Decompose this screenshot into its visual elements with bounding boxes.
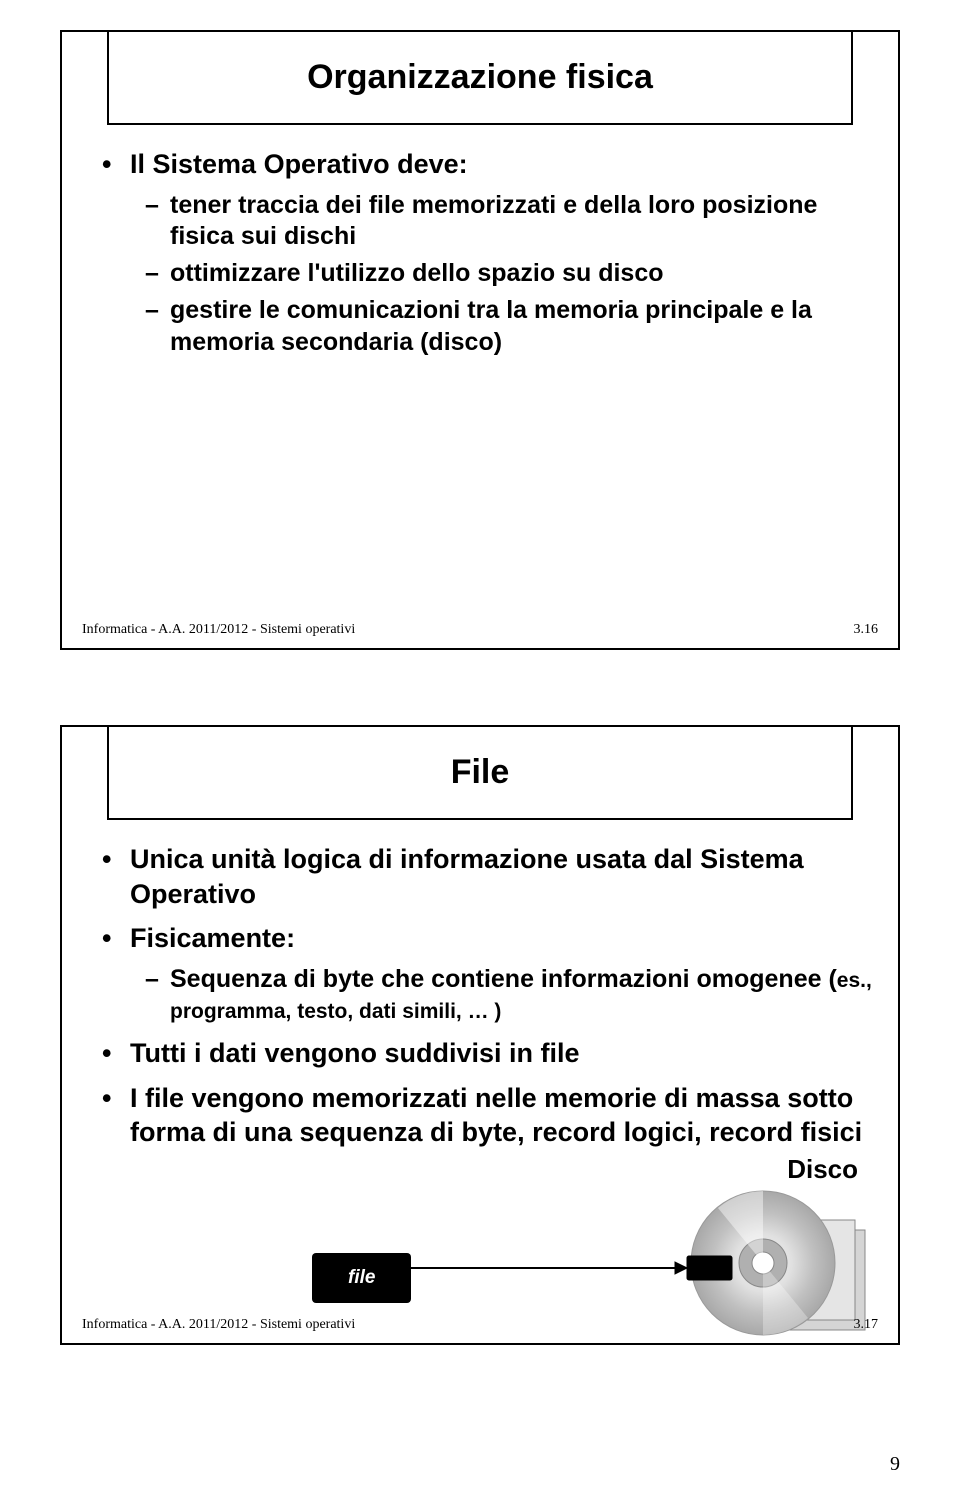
slide-1-content: Il Sistema Operativo deve: tener traccia… (102, 147, 873, 368)
sub-bullet-main: Sequenza di byte che contiene informazio… (170, 965, 837, 993)
sub-bullet-item: ottimizzare l'utilizzo dello spazio su d… (130, 258, 873, 289)
slide-1-bullets: Il Sistema Operativo deve: tener traccia… (102, 147, 873, 358)
sub-bullets: tener traccia dei file memorizzati e del… (130, 190, 873, 358)
sub-bullet-item: gestire le comunicazioni tra la memoria … (130, 295, 873, 358)
disco-label: Disco (787, 1154, 858, 1185)
page-number: 9 (890, 1453, 900, 1476)
slide-2-title: File (451, 753, 510, 792)
footer-left: Informatica - A.A. 2011/2012 - Sistemi o… (82, 622, 355, 638)
bullet-text: Il Sistema Operativo deve: (130, 149, 468, 179)
bullet-item: Il Sistema Operativo deve: tener traccia… (102, 147, 873, 358)
page: Organizzazione fisica Il Sistema Operati… (0, 0, 960, 1501)
slide-2-title-box: File (107, 725, 853, 820)
file-tag: file (312, 1253, 411, 1303)
bullet-text: Fisicamente: (130, 923, 295, 953)
footer-right: 3.16 (854, 622, 879, 638)
footer-left: Informatica - A.A. 2011/2012 - Sistemi o… (82, 1317, 355, 1333)
bullet-item: Fisicamente: Sequenza di byte che contie… (102, 921, 873, 1026)
bullet-item: Unica unità logica di informazione usata… (102, 842, 873, 911)
sub-bullets: Sequenza di byte che contiene informazio… (130, 964, 873, 1027)
slide-2: File Unica unità logica di informazione … (60, 725, 900, 1345)
slide-2-content: Unica unità logica di informazione usata… (102, 842, 873, 1160)
slide-2-bullets: Unica unità logica di informazione usata… (102, 842, 873, 1150)
footer-right: 3.17 (854, 1317, 879, 1333)
slide-1: Organizzazione fisica Il Sistema Operati… (60, 30, 900, 650)
slide-2-footer: Informatica - A.A. 2011/2012 - Sistemi o… (82, 1317, 878, 1333)
sub-bullet-item: tener traccia dei file memorizzati e del… (130, 190, 873, 253)
connector-line (407, 1238, 737, 1298)
bullet-item: Tutti i dati vengono suddivisi in file (102, 1036, 873, 1071)
bullet-item: I file vengono memorizzati nelle memorie… (102, 1081, 873, 1150)
slide-1-title-box: Organizzazione fisica (107, 30, 853, 125)
slide-1-footer: Informatica - A.A. 2011/2012 - Sistemi o… (82, 622, 878, 638)
slide-1-title: Organizzazione fisica (307, 58, 653, 97)
sub-bullet-item: Sequenza di byte che contiene informazio… (130, 964, 873, 1027)
